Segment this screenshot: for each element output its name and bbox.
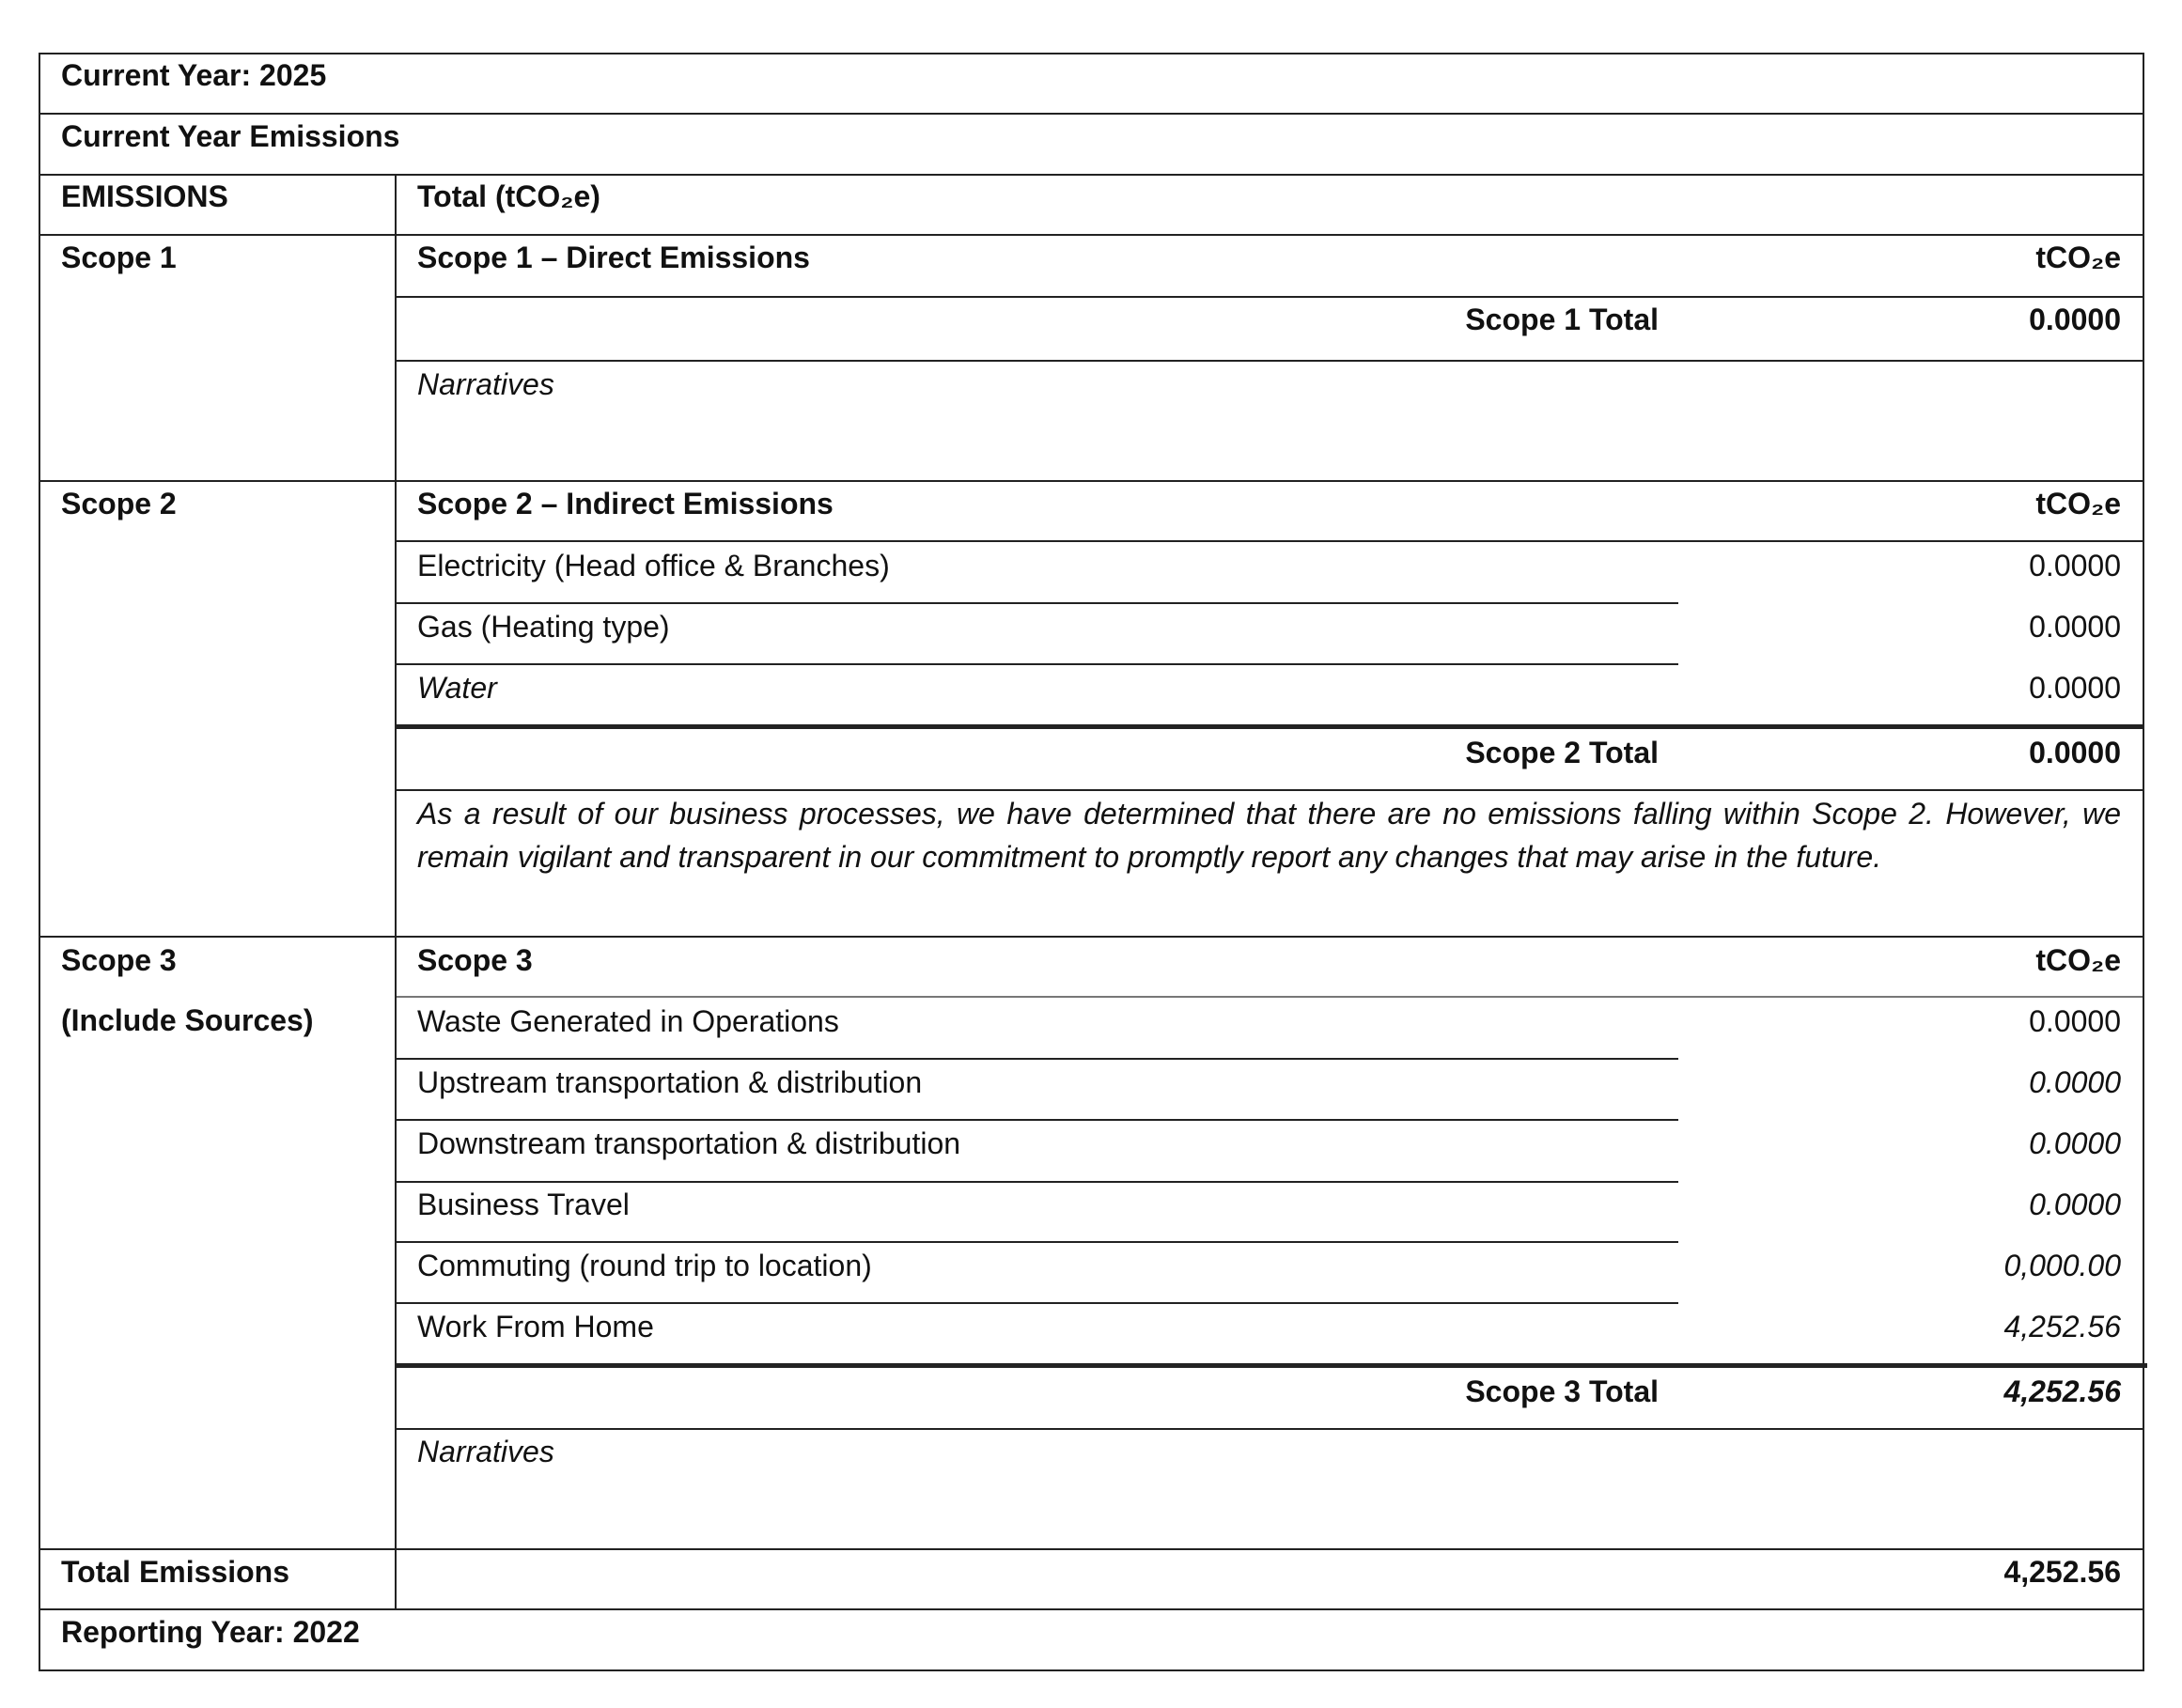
border [396, 602, 1678, 604]
border [39, 234, 2144, 236]
border [39, 1608, 2144, 1610]
scope2-title: Scope 2 – Indirect Emissions [417, 487, 834, 520]
scope1-narrative: Narratives [417, 367, 554, 401]
scope2-item-value: 0.0000 [2029, 610, 2121, 644]
total-emissions-value: 4,252.56 [2003, 1555, 2121, 1589]
scope3-item-name: Downstream transportation & distribution [417, 1126, 961, 1160]
col-total: Total (tCO₂e) [417, 179, 600, 213]
scope2-item-name: Water [417, 671, 497, 705]
scope3-total-label: Scope 3 Total [1465, 1374, 1659, 1408]
border [396, 296, 2144, 298]
border [396, 789, 2144, 791]
border [395, 174, 397, 1610]
scope2-total-value: 0.0000 [2029, 736, 2121, 769]
reporting-year: Reporting Year: 2022 [61, 1615, 360, 1649]
border [396, 360, 2144, 362]
scope3-item-value: 0.0000 [2029, 1065, 2121, 1099]
scope1-total-value: 0.0000 [2029, 303, 2121, 336]
scope3-item-name: Business Travel [417, 1188, 630, 1221]
section-title: Current Year Emissions [61, 119, 400, 153]
scope3-item-name: Waste Generated in Operations [417, 1004, 839, 1038]
border [396, 1241, 1678, 1243]
border [396, 1119, 1678, 1121]
scope2-item-name: Gas (Heating type) [417, 610, 670, 644]
scope1-label: Scope 1 [61, 241, 177, 274]
border [39, 53, 2144, 54]
border [396, 1428, 2144, 1430]
scope3-label: Scope 3 [61, 943, 177, 977]
scope2-item-name: Electricity (Head office & Branches) [417, 549, 890, 582]
scope2-narrative: As a result of our business processes, w… [417, 797, 2121, 874]
border [39, 174, 2144, 176]
scope3-item-value: 4,252.56 [2003, 1310, 2121, 1343]
scope2-label: Scope 2 [61, 487, 177, 520]
scope3-item-name: Upstream transportation & distribution [417, 1065, 923, 1099]
scope3-sublabel: (Include Sources) [61, 1003, 314, 1037]
scope2-total-label: Scope 2 Total [1465, 736, 1659, 769]
scope3-item-value: 0.0000 [2029, 1004, 2121, 1038]
border-thick [396, 1363, 2147, 1368]
border [2143, 53, 2144, 1671]
border [39, 1548, 2144, 1550]
scope3-item-value: 0,000.00 [2003, 1249, 2121, 1282]
scope3-item-value: 0.0000 [2029, 1126, 2121, 1160]
border [396, 1302, 1678, 1304]
unit-label: tCO₂e [2035, 241, 2121, 274]
border [396, 1058, 1678, 1060]
current-year: Current Year: 2025 [61, 58, 327, 92]
border [396, 663, 1678, 665]
scope2-item-value: 0.0000 [2029, 549, 2121, 582]
border [39, 53, 40, 1671]
scope3-item-name: Commuting (round trip to location) [417, 1249, 872, 1282]
scope3-item-name: Work From Home [417, 1310, 654, 1343]
border-thick [396, 724, 2144, 729]
border [39, 936, 2144, 938]
scope2-item-value: 0.0000 [2029, 671, 2121, 705]
scope1-total-label: Scope 1 Total [1465, 303, 1659, 336]
border [396, 996, 2144, 998]
unit-label: tCO₂e [2035, 943, 2121, 977]
border [396, 540, 2144, 542]
scope3-narrative: Narratives [417, 1435, 554, 1468]
border [396, 1181, 1678, 1183]
scope3-title: Scope 3 [417, 943, 533, 977]
border [39, 480, 2144, 482]
border [39, 1669, 2144, 1671]
col-emissions: EMISSIONS [61, 179, 228, 213]
unit-label: tCO₂e [2035, 487, 2121, 520]
scope3-item-value: 0.0000 [2029, 1188, 2121, 1221]
total-emissions-label: Total Emissions [61, 1555, 290, 1589]
border [39, 113, 2144, 115]
scope3-total-value: 4,252.56 [2003, 1374, 2121, 1408]
scope1-title: Scope 1 – Direct Emissions [417, 241, 810, 274]
